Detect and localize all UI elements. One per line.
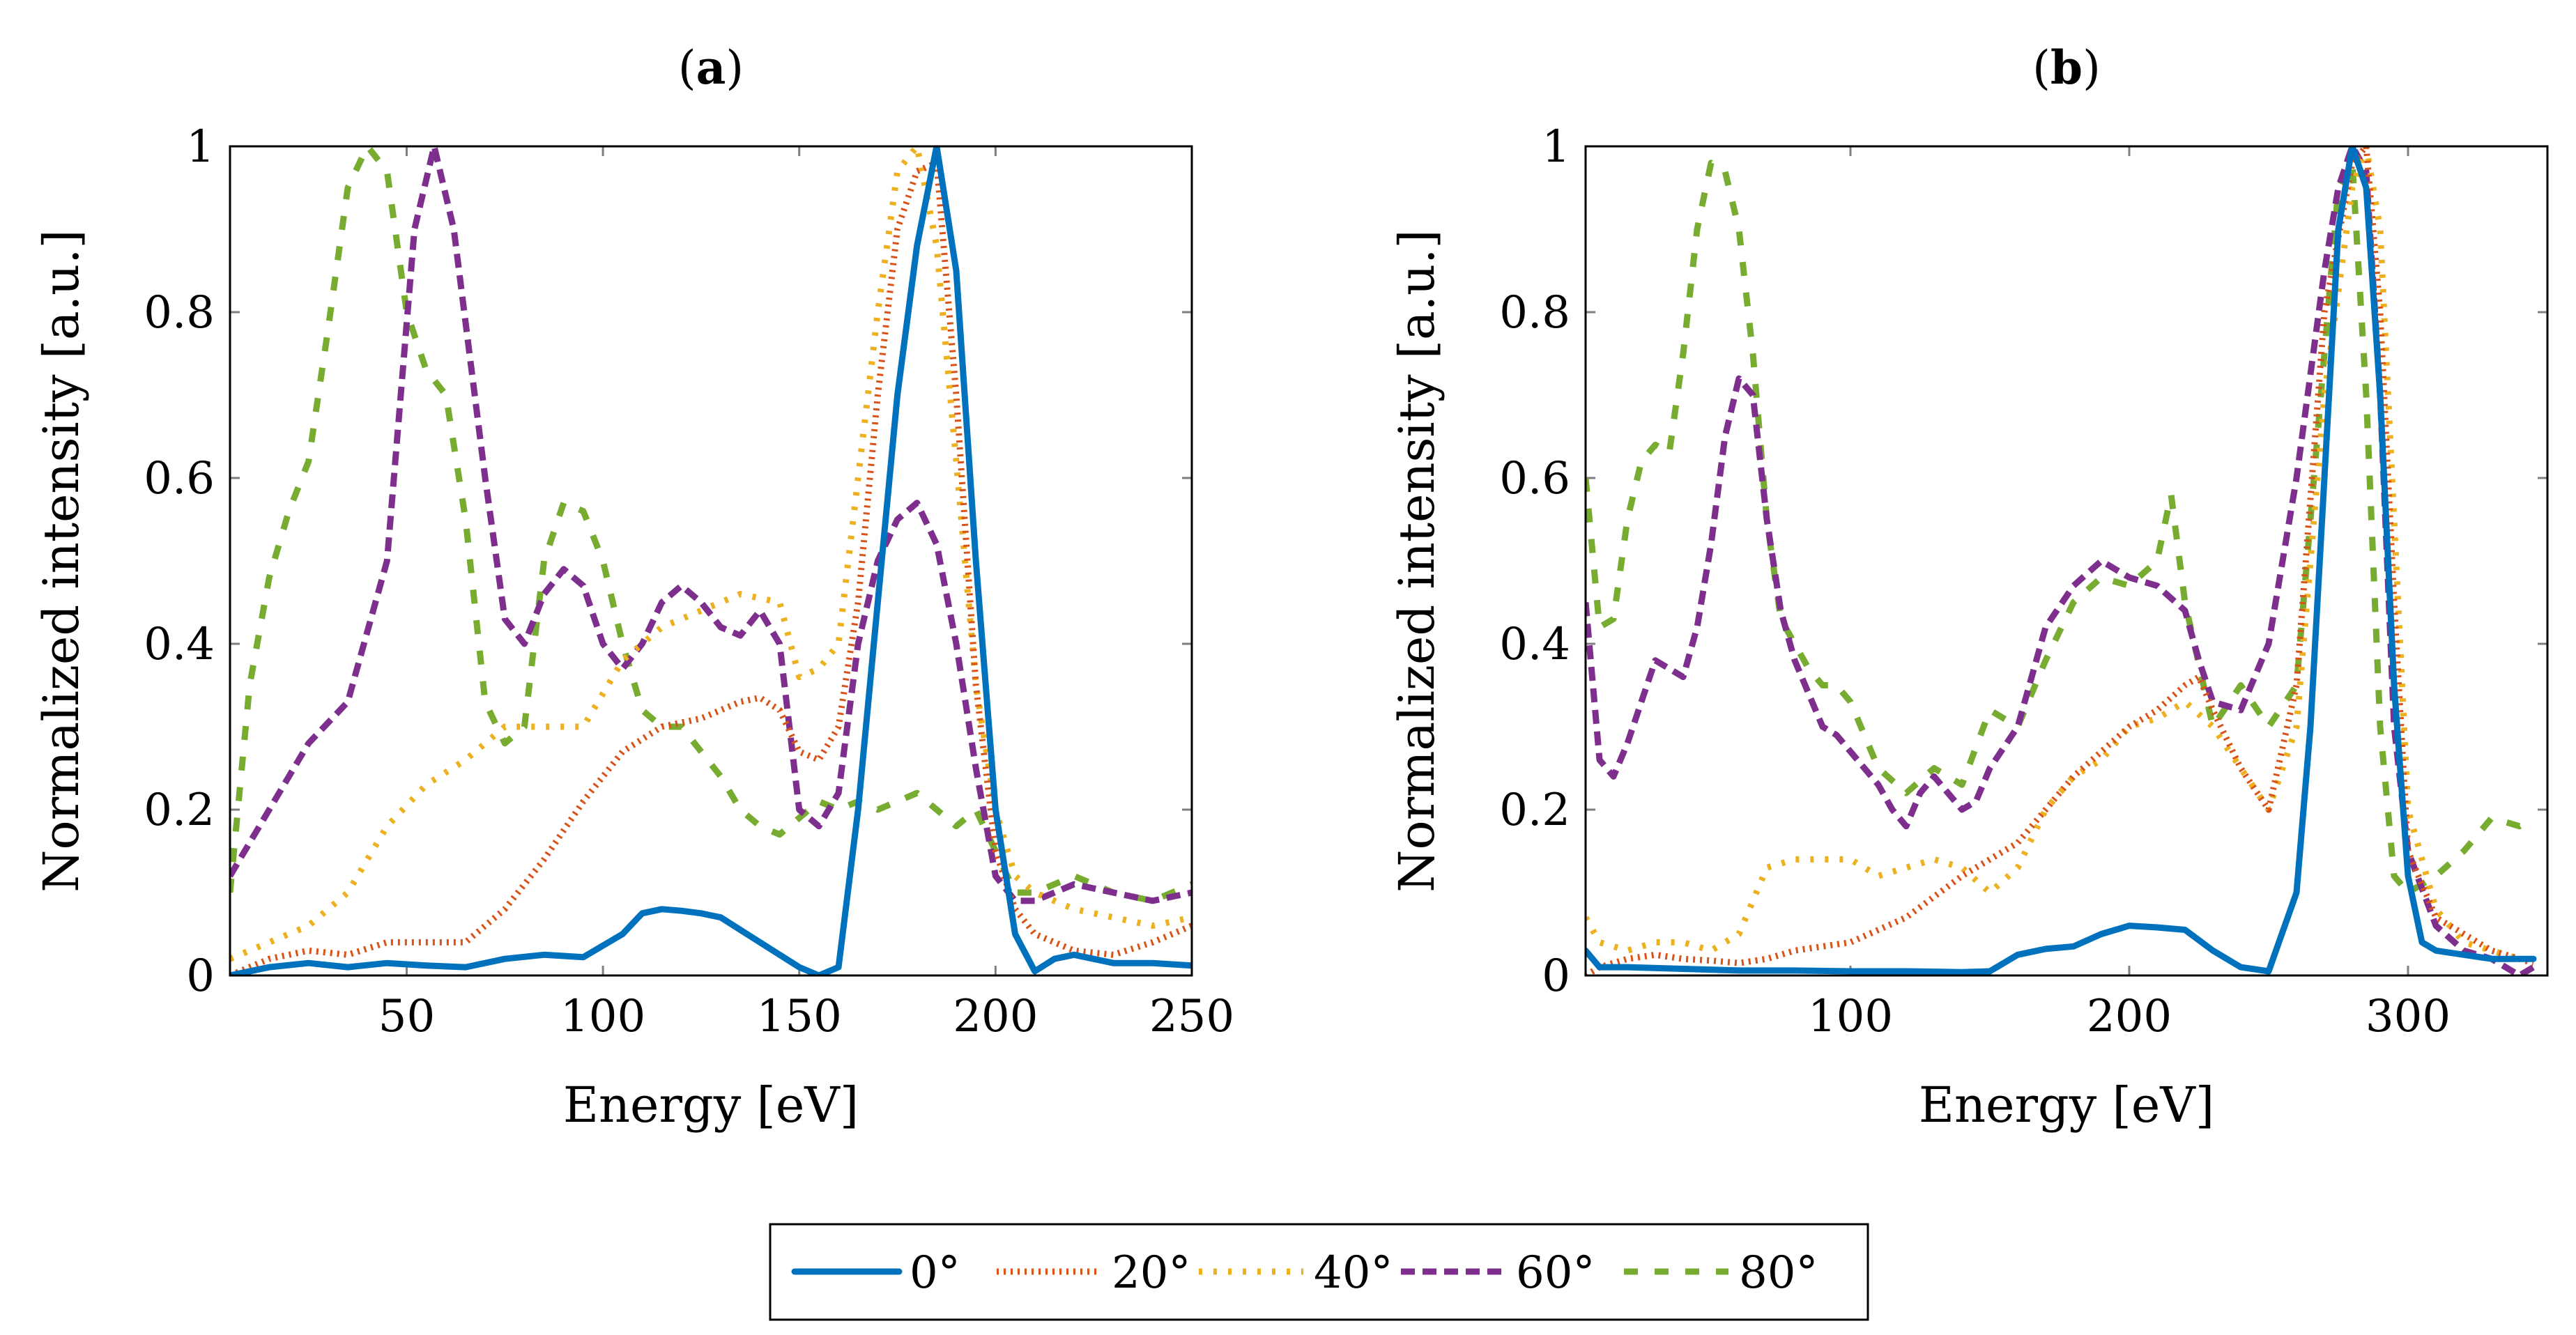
panel-a-ytick-label: 0 xyxy=(186,950,215,1002)
panel-a-xtick-label: 200 xyxy=(953,991,1038,1042)
panel-b-series-80deg xyxy=(1586,160,2536,896)
panel-b-ytick-label: 0.6 xyxy=(1499,453,1570,504)
panel-b-xtick-label: 200 xyxy=(2087,991,2172,1042)
panel-b-ytick-label: 0.8 xyxy=(1499,287,1570,339)
panel-a-series-80deg xyxy=(230,146,1192,904)
panel-a-series-40deg xyxy=(230,146,1192,962)
panel-a-xtick-label: 250 xyxy=(1149,991,1234,1042)
panel-b-series-40deg xyxy=(1586,146,2533,962)
panel-b-title: (b) xyxy=(2032,40,2101,95)
panel-a-series-20deg xyxy=(230,160,1192,975)
panel-a-series xyxy=(230,146,1192,975)
legend-label: 20° xyxy=(1112,1247,1190,1299)
panel-b-ytick-label: 0.4 xyxy=(1499,619,1570,670)
panel-b-series-0deg xyxy=(1586,146,2537,975)
legend-label: 80° xyxy=(1739,1247,1818,1299)
panel-a-xtick-label: 50 xyxy=(378,991,435,1042)
panel-a-ytick-label: 1 xyxy=(186,121,215,173)
panel-a-ticks xyxy=(230,145,1193,977)
panel-a-xlabel: Energy [eV] xyxy=(563,1077,859,1134)
panel-b-series xyxy=(1586,146,2537,975)
panel-a-title: (a) xyxy=(678,40,744,95)
legend-label: 40° xyxy=(1314,1247,1393,1299)
panel-a-ytick-label: 0.6 xyxy=(144,453,215,504)
panel-a-series-0deg xyxy=(230,146,1192,975)
panel-a-xtick-label: 150 xyxy=(757,991,842,1042)
panel-b-xtick-label: 300 xyxy=(2366,991,2451,1042)
legend-label: 0° xyxy=(910,1247,960,1299)
panel-b-tick-labels: 100 200 300 0 0.2 0.4 0.6 0.8 1 xyxy=(1499,121,2451,1042)
panel-a-ytick-label: 0.8 xyxy=(144,287,215,339)
legend-box xyxy=(769,1223,1869,1321)
panel-b-ylabel: Normalized intensity [a.u.] xyxy=(1388,229,1446,892)
panel-b-ytick-label: 1 xyxy=(1542,121,1570,173)
panel-b-ytick-label: 0 xyxy=(1542,950,1570,1002)
legend-label: 60° xyxy=(1516,1247,1595,1299)
panel-a-ytick-label: 0.2 xyxy=(144,785,215,836)
panel-a-ytick-label: 0.4 xyxy=(144,619,215,670)
legend: 0° 20° 40° 60° 80° xyxy=(769,1223,1869,1321)
legend-items: 0° 20° 40° 60° 80° xyxy=(791,1247,1818,1299)
panel-a-xtick-label: 100 xyxy=(560,991,645,1042)
panel-b-xlabel: Energy [eV] xyxy=(1919,1077,2214,1134)
panel-a-series-60deg xyxy=(230,146,1192,904)
panel-a-tick-labels: 50 100 150 200 250 0 0.2 0.4 0.6 0.8 1 xyxy=(144,121,1234,1042)
panel-a-frame xyxy=(229,145,1193,977)
panel-b-frame xyxy=(1584,145,2549,977)
panel-b-xtick-label: 100 xyxy=(1808,991,1893,1042)
panel-a-ylabel: Normalized intensity [a.u.] xyxy=(33,229,90,892)
panel-b-ytick-label: 0.2 xyxy=(1499,785,1570,836)
panel-a: (a) 50 100 150 200 250 0 0.2 0.4 0.6 0.8 1 Energy … xyxy=(33,40,1234,1134)
